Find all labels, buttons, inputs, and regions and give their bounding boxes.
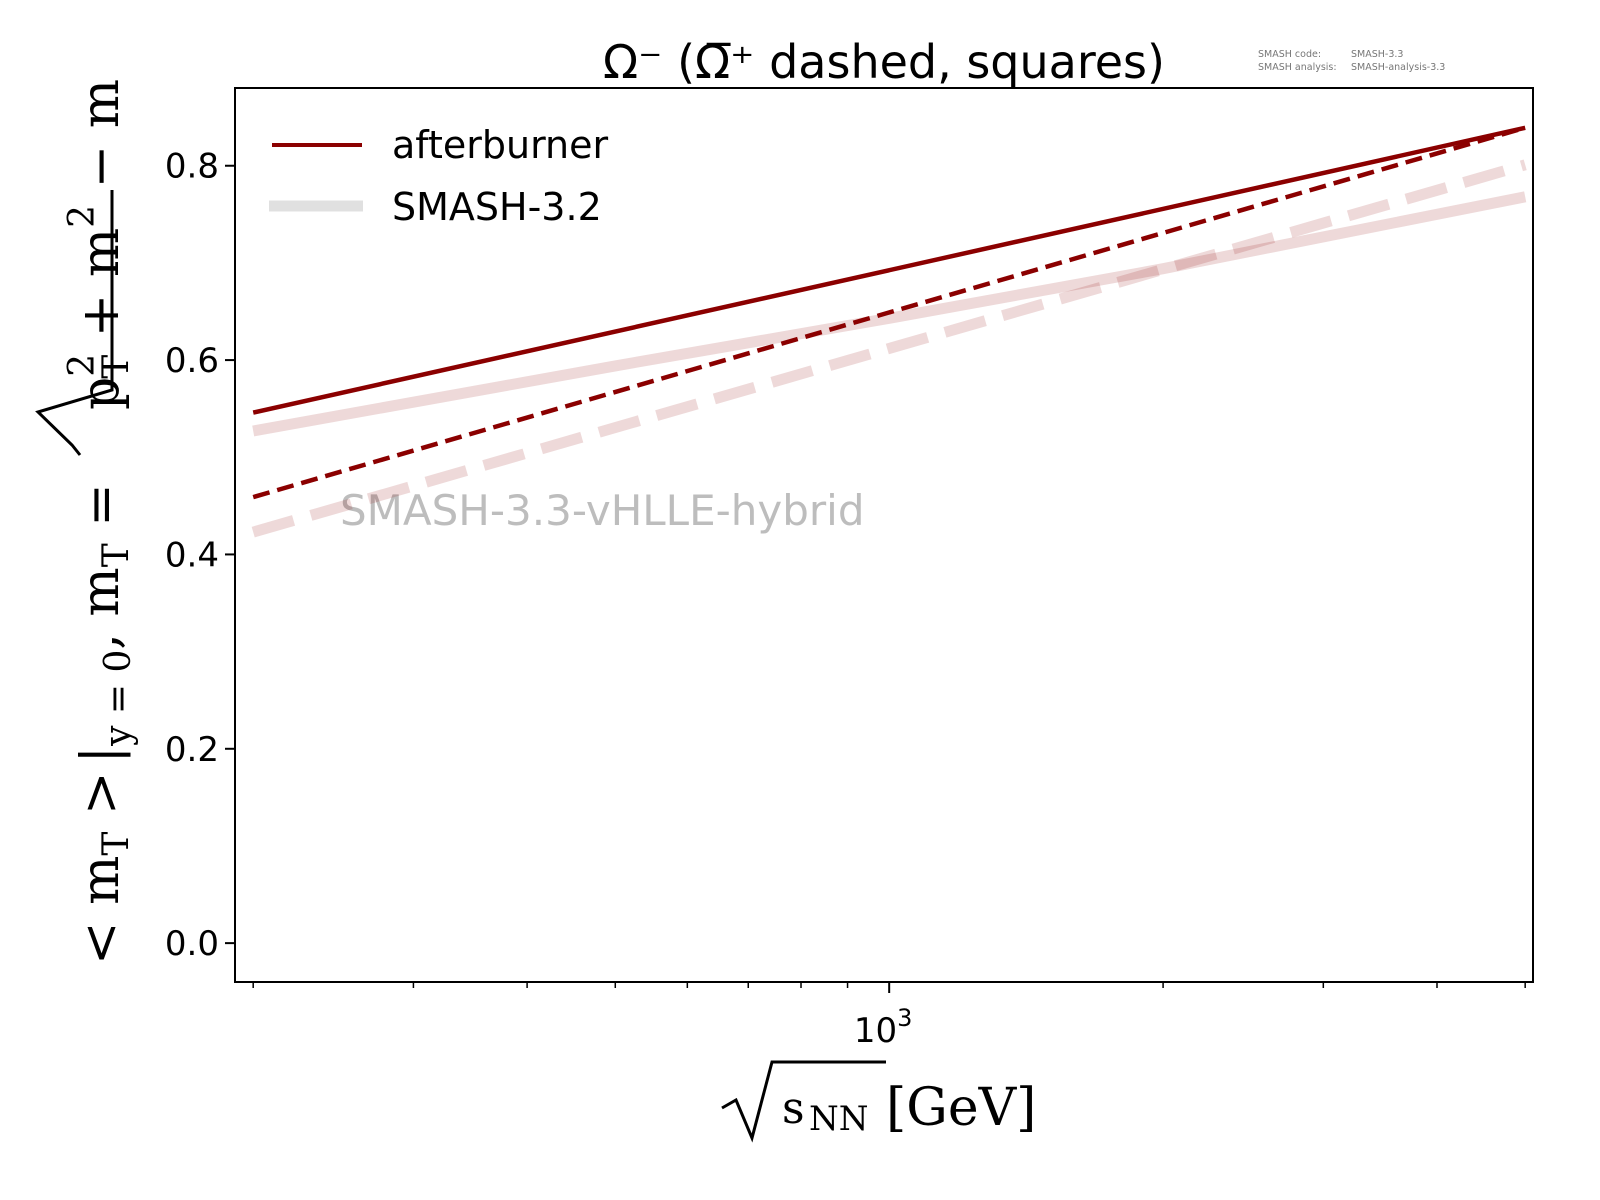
y-label-eq: =: [71, 483, 131, 543]
legend-label-smash-3-2: SMASH-3.2: [392, 185, 602, 229]
series-layer: [251, 125, 1527, 538]
y-label-sqrt-sign: [35, 190, 114, 456]
y-label-text: < mT >|y = 0, mT =: [71, 483, 139, 965]
y-label-root-text: pT2 + m2 − m: [62, 79, 137, 410]
meta-analysis-key: SMASH analysis:: [1258, 62, 1337, 73]
y-label-gt: >: [71, 771, 131, 831]
meta-code-value: SMASH-3.3: [1351, 49, 1403, 60]
y-label-minus: − m: [71, 79, 131, 205]
meta-analysis-value: SMASH-analysis-3.3: [1351, 62, 1445, 73]
x-axis-label: s NN [GeV]: [721, 1060, 1036, 1143]
series-line-0: [252, 125, 1526, 415]
y-tick-label: 0.8: [165, 147, 219, 187]
y-tick-label: 0.2: [165, 730, 219, 770]
y-axis-ticks: 0.0 0.2 0.4 0.6 0.8: [165, 147, 235, 964]
y-label-comma: , m: [71, 567, 131, 649]
series-line-1: [252, 125, 1526, 500]
x-label-s: s: [782, 1083, 805, 1134]
watermark: SMASH-3.3-vHLLE-hybrid: [340, 486, 865, 535]
y-tick-label: 0.4: [165, 535, 219, 575]
y-axis-label-root: pT2 + m2 − m: [35, 79, 137, 456]
version-info: SMASH code: SMASH-3.3 SMASH analysis: SM…: [1258, 49, 1445, 73]
x-label-sub: NN: [809, 1099, 869, 1139]
legend: afterburner SMASH-3.2: [269, 123, 609, 229]
y-label-p-sub: T: [96, 355, 137, 379]
legend-label-afterburner: afterburner: [392, 123, 609, 167]
x-axis-ticks: 103: [252, 982, 1526, 1051]
y-label-bar: |: [71, 746, 131, 764]
y-tick-label: 0.6: [165, 341, 219, 381]
meta-code-key: SMASH code:: [1258, 49, 1321, 60]
x-label-sqrt-sign: [721, 1060, 886, 1143]
series-line-2: [252, 191, 1527, 437]
y-axis-label: < mT >|y = 0, mT =: [71, 483, 139, 965]
x-tick-label: 103: [854, 1004, 913, 1051]
y-label-lhs: < m: [71, 856, 131, 965]
y-label-plus: + m: [71, 228, 131, 354]
series-line-3: [251, 159, 1527, 538]
y-label-bar-sub: y = 0: [98, 650, 139, 747]
y-label-m-sup: 2: [62, 205, 103, 228]
y-label-mt-sub: T: [96, 543, 137, 567]
x-label-unit: [GeV]: [886, 1078, 1036, 1138]
y-label-p: p: [71, 377, 131, 410]
y-label-p-sup: 2: [62, 354, 103, 377]
plot-frame: [234, 87, 1534, 983]
y-tick-label: 0.0: [165, 924, 219, 964]
chart-title: Ω⁻ (Ω̅⁺ dashed, squares): [603, 35, 1165, 89]
y-label-lhs-sub: T: [96, 832, 137, 856]
